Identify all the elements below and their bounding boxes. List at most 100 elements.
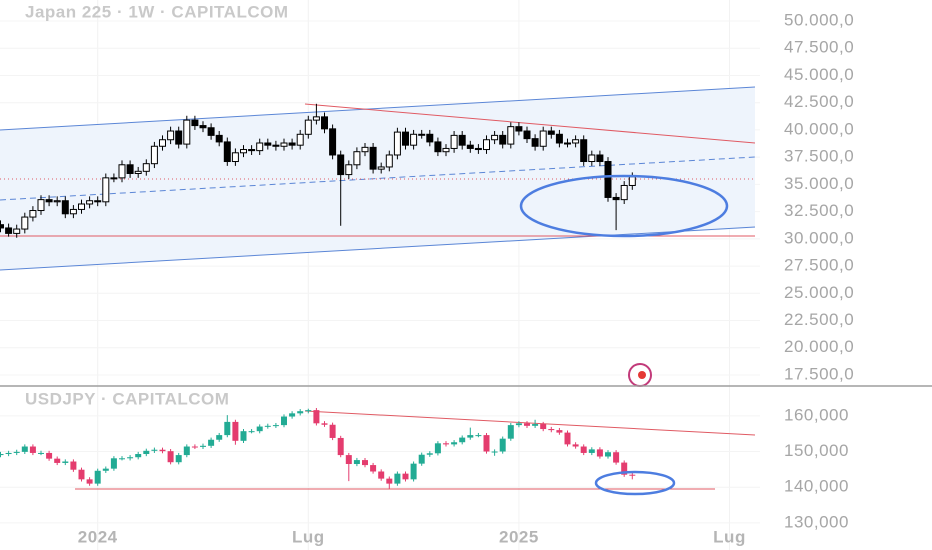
candle-body	[199, 125, 207, 129]
candle-body	[483, 435, 490, 452]
candle-body	[547, 130, 555, 135]
candle-body	[110, 177, 118, 180]
candle-body	[426, 133, 434, 143]
candle-body	[491, 451, 498, 453]
candle-body	[280, 142, 288, 147]
candle-body	[78, 469, 85, 480]
candle-body	[369, 146, 377, 170]
candle-body	[515, 423, 522, 426]
candle-body	[628, 176, 636, 186]
candle-body	[321, 423, 328, 425]
candle-body	[175, 455, 182, 463]
candle-body	[272, 425, 279, 427]
x-tick-label: 2024	[78, 527, 118, 546]
candle-body	[612, 196, 620, 201]
x-tick-label: Lug	[713, 527, 746, 546]
y-tick-label: 22.500,0	[784, 310, 854, 329]
candle-body	[345, 164, 353, 176]
candle-body	[353, 151, 361, 166]
candle-body	[264, 425, 271, 427]
y-tick-label: 140,000	[784, 477, 849, 496]
candle-body	[418, 133, 426, 136]
candle-body	[102, 177, 110, 203]
candle-body	[596, 154, 604, 163]
y-tick-label: 32.500,0	[784, 201, 854, 220]
candle-body	[443, 443, 449, 445]
candle-body	[458, 134, 466, 146]
candle-body	[134, 170, 142, 174]
candle-body	[499, 134, 507, 145]
candle-body	[580, 139, 588, 163]
candle-body	[507, 425, 514, 439]
candle-body	[272, 144, 280, 147]
candles	[0, 103, 636, 238]
candle-body	[329, 128, 337, 156]
candle-body	[183, 446, 190, 456]
candle-body	[393, 131, 401, 156]
candle-body	[572, 444, 579, 447]
candle-body	[288, 142, 296, 146]
candle-body	[215, 134, 223, 143]
candle-body	[5, 227, 13, 234]
candle-body	[86, 479, 93, 484]
candle-body	[499, 438, 506, 452]
candle-body	[556, 430, 563, 433]
candle-body	[102, 468, 109, 471]
trend-line	[304, 410, 756, 436]
y-tick-label: 37.500,0	[784, 147, 854, 166]
highlight-ellipse	[519, 174, 729, 238]
candle-body	[370, 465, 377, 472]
candle-body	[621, 462, 628, 475]
candle-body	[53, 200, 61, 203]
candle-body	[483, 139, 490, 151]
candle-body	[588, 154, 596, 163]
candle-body	[175, 130, 183, 145]
candle-body	[362, 460, 368, 466]
candle-body	[361, 146, 369, 153]
axes: 50.000,0 47.500,0 45.000,0 42.500,0 40.000,0…	[78, 11, 854, 547]
candle-body	[61, 200, 69, 215]
candle-body	[13, 451, 20, 453]
y-tick-label: 42.500,0	[784, 92, 854, 111]
candle-body	[555, 133, 563, 144]
candle-body	[62, 461, 69, 463]
candle-body	[29, 210, 37, 218]
chart-title: USDJPY · CAPITALCOM	[25, 389, 229, 408]
candle-body	[223, 141, 231, 163]
candle-body	[296, 133, 304, 146]
candle-body	[54, 458, 61, 463]
candle-body	[21, 446, 28, 452]
candle-body	[580, 446, 587, 453]
candle-body	[45, 199, 53, 203]
candle-body	[620, 184, 628, 201]
candle-body	[46, 452, 53, 459]
candle-body	[474, 147, 482, 151]
candle-body	[191, 119, 199, 127]
candle-body	[491, 134, 499, 141]
y-tick-label: 20.000,0	[784, 337, 854, 356]
candle-body	[394, 473, 401, 484]
candle-body	[442, 147, 450, 153]
candle-body	[548, 429, 555, 431]
candle-body	[564, 432, 571, 445]
candle-body	[248, 149, 256, 152]
candle-body	[613, 452, 620, 463]
candle-body	[313, 410, 320, 424]
candle-body	[5, 452, 12, 455]
candle-body	[256, 142, 264, 152]
candle-body	[353, 460, 360, 465]
candle-body	[70, 461, 77, 470]
x-tick-label: 2025	[499, 527, 539, 546]
candle-body	[142, 163, 150, 172]
candle-body	[337, 437, 344, 456]
channel-lower	[0, 226, 756, 271]
candle-body	[94, 470, 101, 484]
candle-body	[191, 446, 198, 448]
candle-body	[564, 142, 571, 145]
candle-body	[466, 144, 474, 149]
candle-body	[377, 166, 385, 170]
candle-body	[126, 164, 134, 174]
candle-body	[450, 134, 458, 149]
candle-body	[29, 446, 36, 453]
